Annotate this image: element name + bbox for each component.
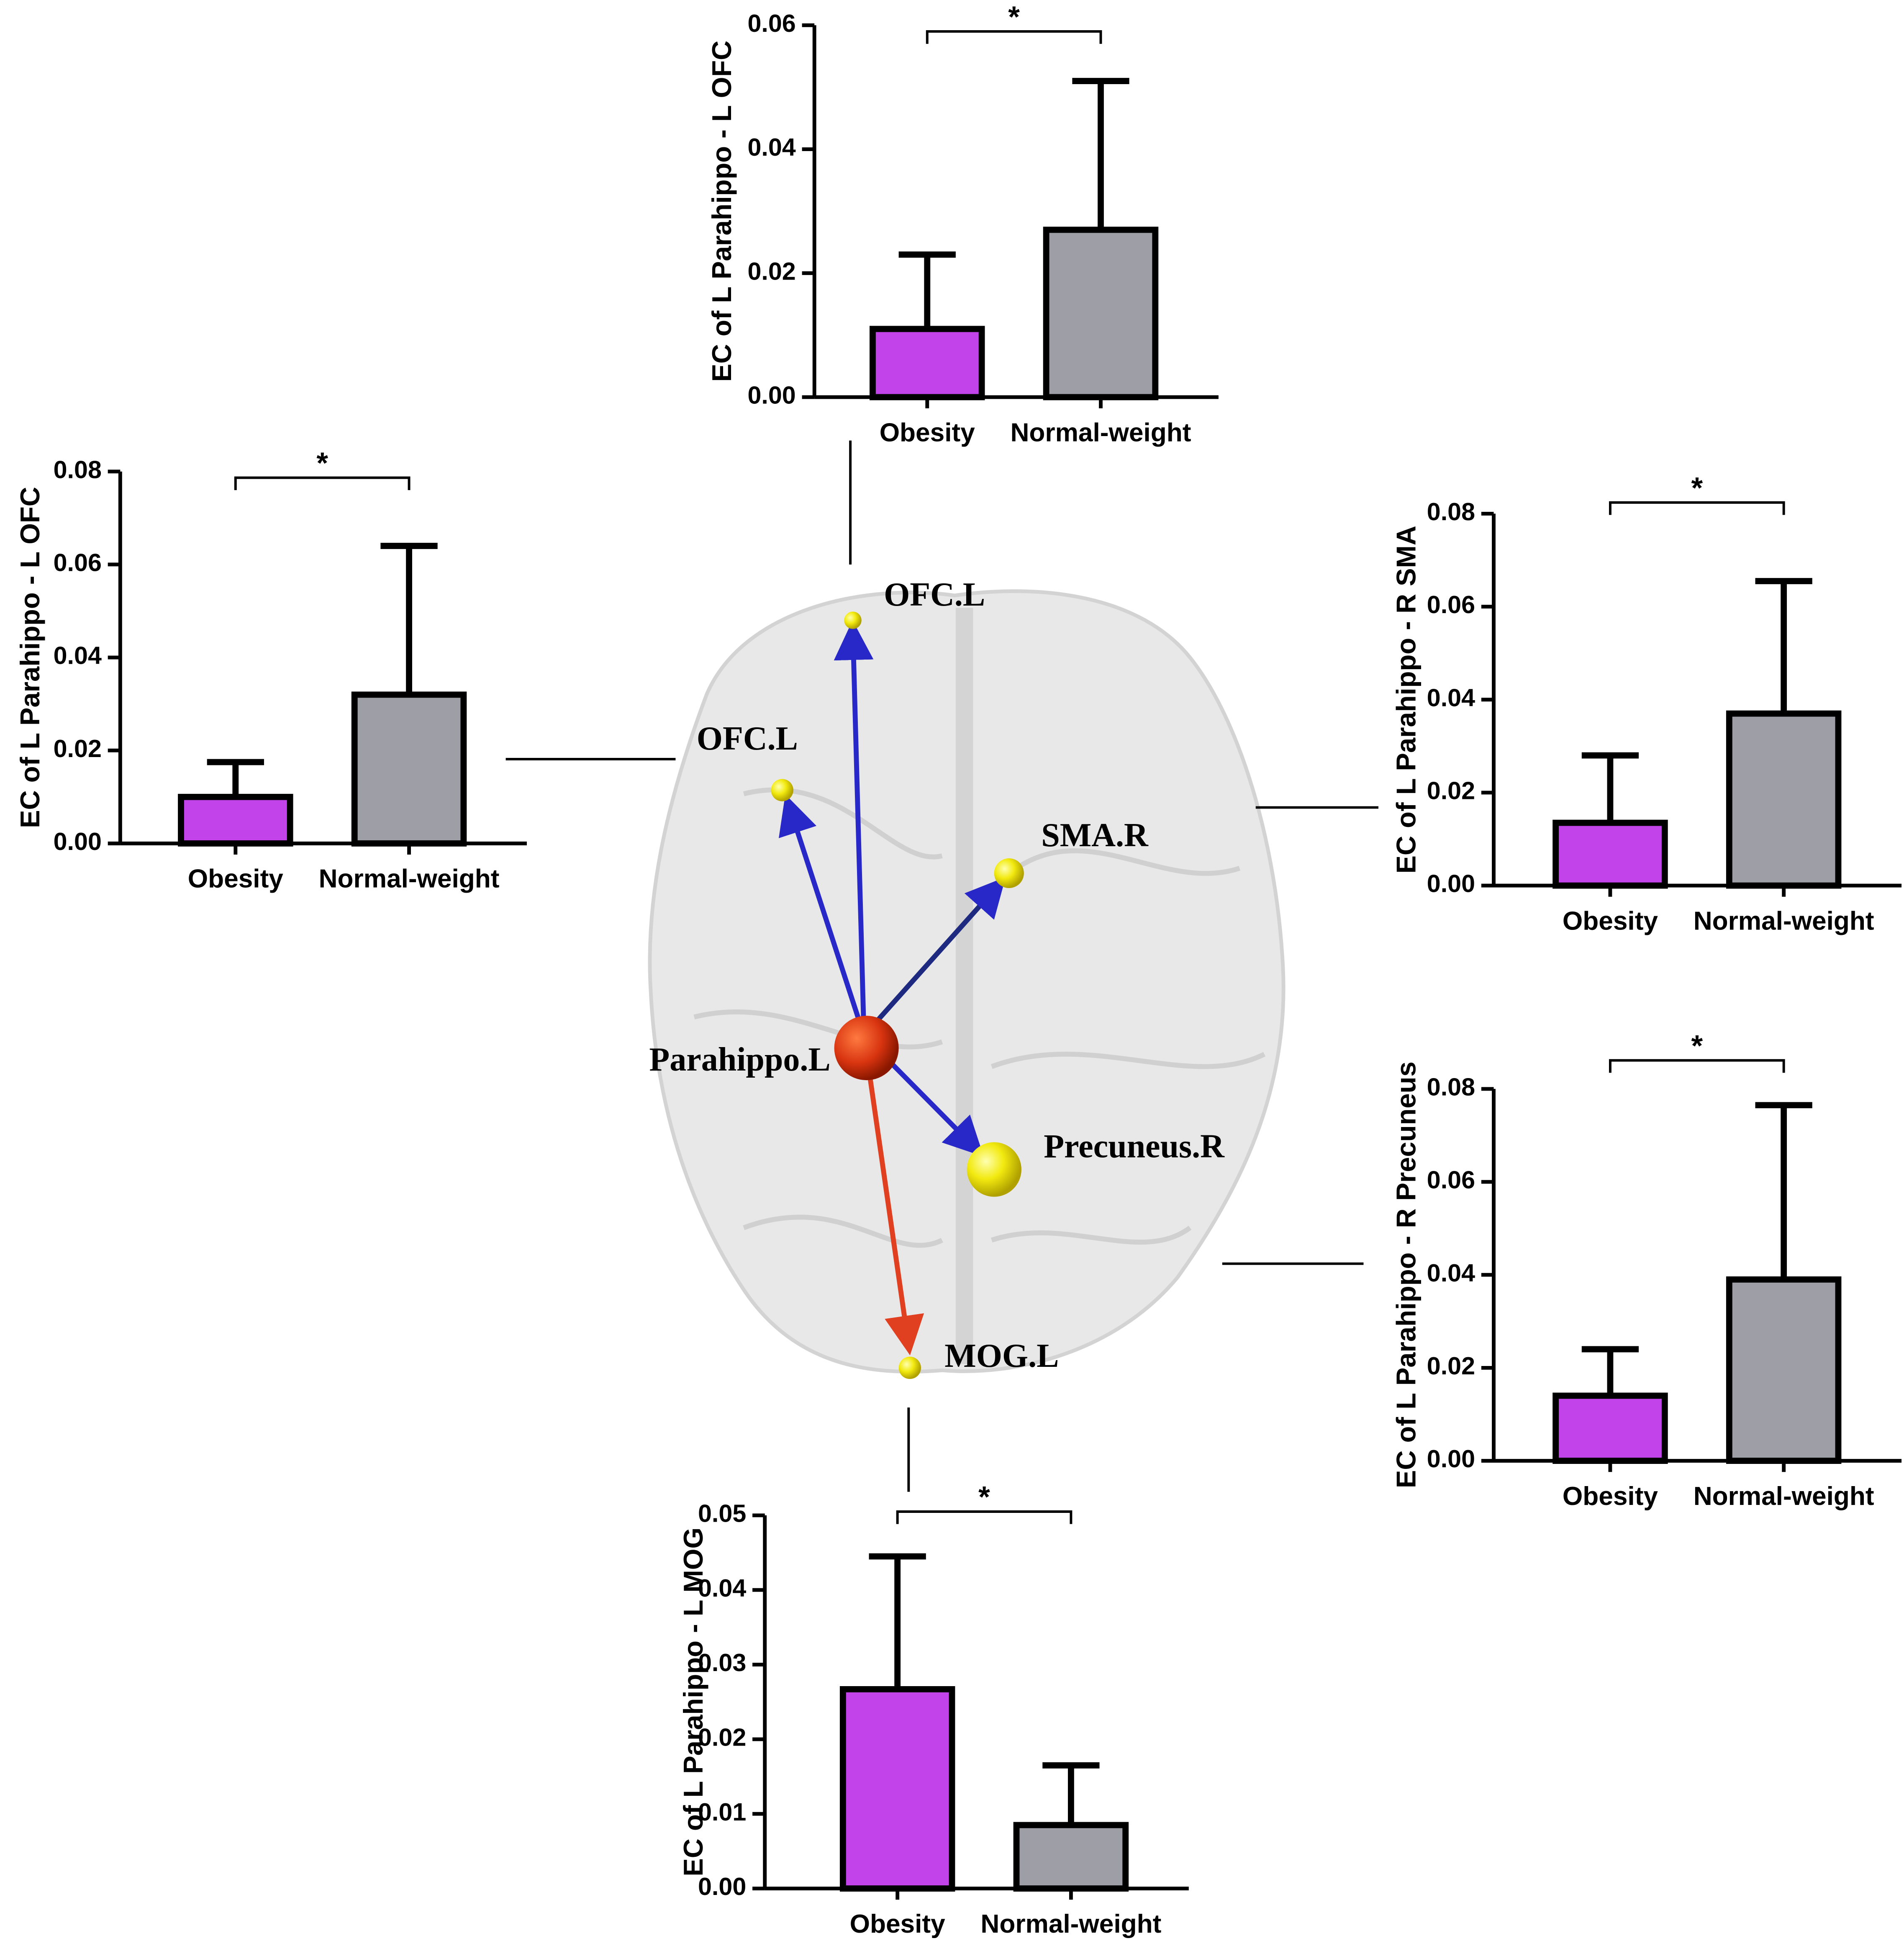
x-tick-label: Normal-weight <box>1694 906 1874 935</box>
significance-bracket <box>926 30 1102 44</box>
x-tick-label: Obesity <box>1563 1482 1658 1511</box>
x-tick-label: Obesity <box>188 865 284 893</box>
y-tick-label: 0.00 <box>747 381 795 409</box>
significance-bracket <box>1609 1059 1785 1073</box>
y-tick-label: 0.08 <box>1427 498 1475 526</box>
bar <box>1552 819 1668 889</box>
node <box>967 1142 1021 1197</box>
y-tick-label: 0.06 <box>1427 1166 1475 1194</box>
node <box>834 1016 899 1081</box>
y-tick-label: 0.02 <box>747 257 795 285</box>
significance-label: * <box>978 1481 990 1514</box>
x-tick-label: Normal-weight <box>980 1910 1161 1938</box>
bar <box>1726 1276 1842 1464</box>
y-tick-label: 0.04 <box>1427 1259 1475 1287</box>
node-label: OFC.L <box>884 576 985 613</box>
x-tick-label: Normal-weight <box>1011 418 1191 447</box>
bar <box>870 326 985 401</box>
y-tick-label: 0.02 <box>698 1723 746 1751</box>
bar <box>1552 1392 1668 1464</box>
bar-chart: 0.00 0.02 0.04 0.06 EC of L Parahippo - L OF… <box>706 0 1219 447</box>
y-tick-label: 0.01 <box>698 1798 746 1826</box>
y-tick-label: 0.02 <box>1427 1352 1475 1380</box>
significance-label: * <box>1691 472 1703 505</box>
node <box>771 779 793 801</box>
bar <box>1726 710 1842 889</box>
y-tick-label: 0.03 <box>698 1648 746 1677</box>
x-tick-label: Obesity <box>850 1910 946 1938</box>
brain <box>648 589 1286 1374</box>
node <box>898 1356 921 1379</box>
significance-label: * <box>1691 1030 1703 1063</box>
y-tick-label: 0.06 <box>54 549 102 577</box>
y-tick-label: 0.00 <box>1427 870 1475 898</box>
node-label: Precuneus.R <box>1044 1128 1225 1165</box>
node <box>994 858 1024 888</box>
y-tick-label: 0.08 <box>54 455 102 483</box>
significance-label: * <box>316 447 328 480</box>
y-axis-label: EC of L Parahippo - R SMA <box>1391 526 1421 873</box>
y-tick-label: 0.08 <box>1427 1073 1475 1101</box>
significance-bracket <box>234 476 411 490</box>
x-tick-label: Normal-weight <box>319 865 500 893</box>
y-tick-label: 0.04 <box>747 133 795 161</box>
x-tick-label: Normal-weight <box>1694 1482 1874 1511</box>
y-axis-label: EC of L Parahippo - L OFC <box>15 487 45 828</box>
bar <box>1043 226 1159 401</box>
x-tick-label: Obesity <box>1563 906 1658 935</box>
node-label: OFC.L <box>697 720 798 757</box>
y-tick-label: 0.06 <box>1427 591 1475 619</box>
y-tick-label: 0.04 <box>54 642 102 670</box>
bar-chart: 0.00 0.02 0.04 0.06 0.08 EC of L Parahippo - … <box>15 447 527 893</box>
y-axis-label: EC of L Parahippo - R Precuneus <box>1391 1061 1421 1488</box>
y-tick-label: 0.02 <box>1427 777 1475 805</box>
y-tick-label: 0.02 <box>54 734 102 763</box>
node-label: MOG.L <box>944 1338 1059 1374</box>
bar <box>351 691 467 847</box>
bar <box>1013 1822 1129 1892</box>
y-tick-label: 0.04 <box>1427 683 1475 711</box>
y-tick-label: 0.04 <box>698 1574 746 1602</box>
node <box>844 611 862 629</box>
x-tick-label: Obesity <box>880 418 975 447</box>
bar <box>178 793 293 847</box>
significance-bracket <box>1609 501 1785 515</box>
significance-bracket <box>896 1510 1073 1524</box>
connectors <box>506 440 1379 1492</box>
y-tick-label: 0.00 <box>54 827 102 855</box>
edges <box>778 620 1006 1356</box>
significance-label: * <box>1008 0 1020 33</box>
y-tick-label: 0.05 <box>698 1499 746 1528</box>
bar <box>839 1686 955 1892</box>
y-tick-label: 0.00 <box>698 1872 746 1900</box>
node-label: SMA.R <box>1041 817 1149 854</box>
y-axis-label: EC of L Parahippo - L OFC <box>706 41 737 382</box>
y-tick-label: 0.06 <box>747 9 795 37</box>
y-axis-label: EC of L Parahippo - L MOG <box>678 1528 708 1877</box>
y-tick-label: 0.00 <box>1427 1445 1475 1473</box>
node-label: Parahippo.L <box>649 1041 830 1078</box>
